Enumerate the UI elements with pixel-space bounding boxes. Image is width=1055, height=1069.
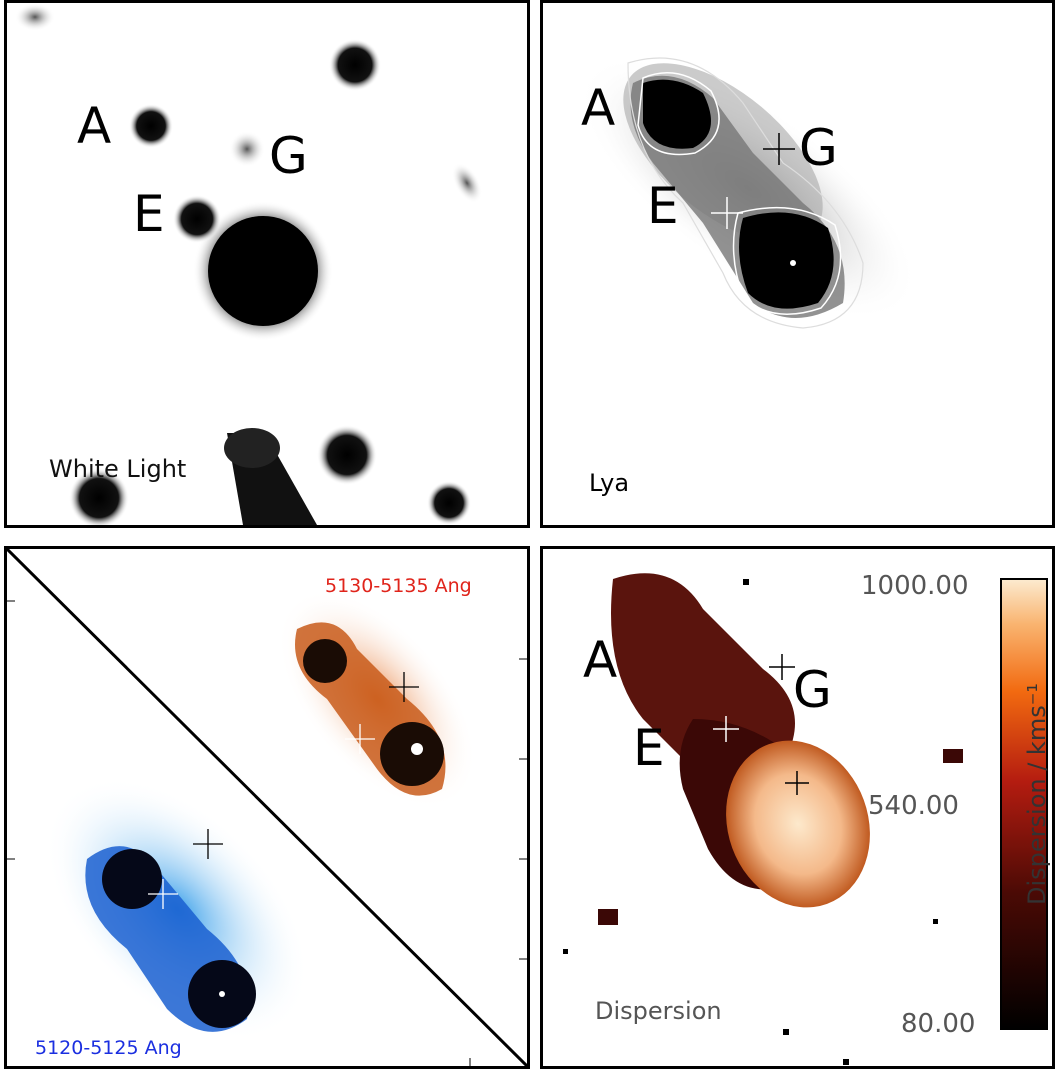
- label-e: E: [647, 177, 679, 235]
- dispersion-image: [563, 573, 1048, 1065]
- lya-image: [577, 55, 919, 329]
- colorbar-mid: 540.00: [868, 791, 959, 821]
- white-light-panel: A G E White Light: [4, 0, 530, 528]
- white-light-caption: White Light: [49, 455, 187, 483]
- colorbar-max: 1000.00: [861, 571, 969, 601]
- white-light-image: [15, 3, 483, 525]
- colorbar-title: Dispersion / kms⁻¹: [1023, 683, 1051, 905]
- label-e: E: [133, 185, 165, 243]
- label-a: A: [581, 79, 616, 137]
- label-e: E: [633, 719, 665, 777]
- label-g: G: [269, 127, 308, 185]
- label-a: A: [77, 97, 112, 155]
- blue-band-caption: 5120-5125 Ang: [35, 1037, 182, 1059]
- narrowband-image: [7, 549, 527, 1066]
- narrowband-panel: 5130-5135 Ang 5120-5125 Ang: [4, 546, 530, 1069]
- dispersion-panel: A G E 1000.00 540.00 80.00 Dispersion / …: [540, 546, 1055, 1069]
- dispersion-caption: Dispersion: [595, 997, 722, 1025]
- lya-caption: Lya: [589, 469, 630, 497]
- colorbar: [1000, 578, 1048, 1030]
- lya-panel: A G E Lya: [540, 0, 1055, 528]
- label-g: G: [799, 119, 838, 177]
- red-band-caption: 5130-5135 Ang: [325, 575, 472, 597]
- colorbar-min: 80.00: [901, 1009, 976, 1039]
- label-a: A: [583, 631, 618, 689]
- label-g: G: [793, 661, 832, 719]
